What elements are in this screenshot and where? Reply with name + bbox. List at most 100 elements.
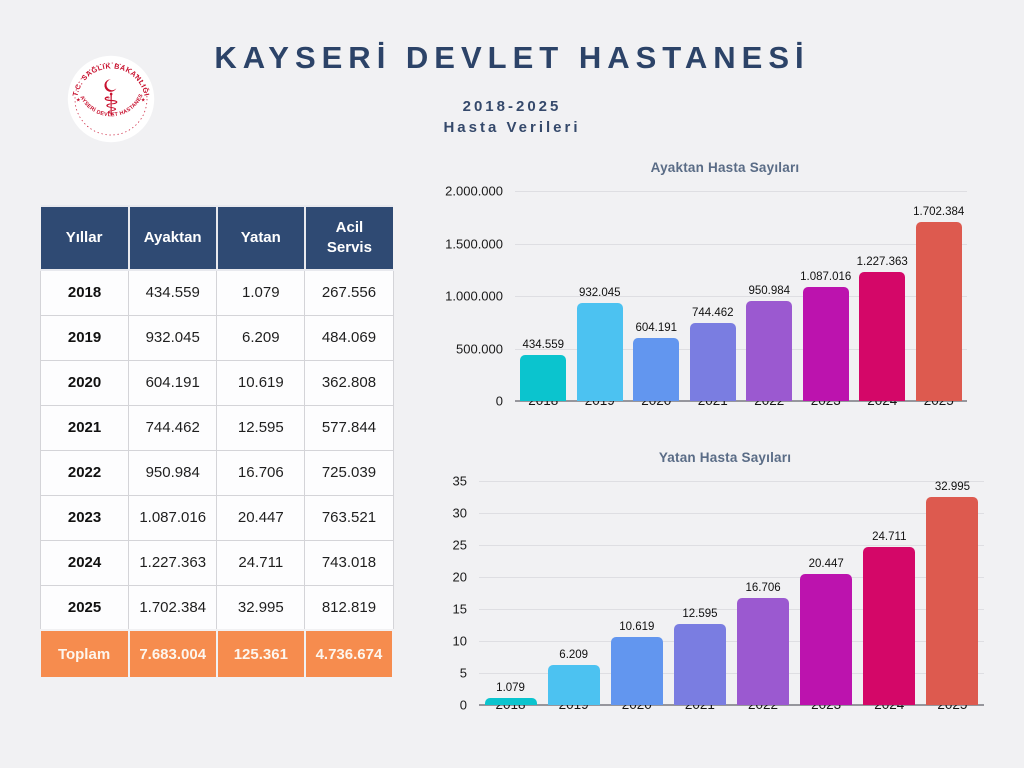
- x-axis-line: [479, 704, 984, 706]
- chart-plot-area: 35 30 25 20 15 10 5 0 1.079 6.209 10.619 12.595 16.…: [443, 474, 1007, 713]
- gridline: [479, 673, 984, 674]
- bar-slot: 24.711: [858, 481, 921, 705]
- ministry-of-health-seal-icon: T.C. SAĞLIK BAKANLIĞI KAYSERİ DEVLET HAS…: [64, 49, 155, 143]
- bar-slot: 744.462: [685, 191, 742, 401]
- value-cell: 725.039: [304, 449, 394, 496]
- bar-value-label: 950.984: [748, 285, 791, 298]
- gridline: [479, 577, 984, 578]
- year-cell: 2024: [39, 539, 130, 586]
- table-header-row: Yıllar Ayaktan Yatan Acil Servis: [40, 205, 393, 271]
- bar-value-label: 1.702.384: [913, 206, 965, 219]
- bar-slot: 16.706: [732, 481, 795, 705]
- bar-2023: [800, 574, 853, 705]
- year-cell: 2022: [39, 449, 130, 496]
- value-cell: 267.556: [304, 269, 394, 316]
- year-cell: 2020: [39, 359, 130, 406]
- value-cell: 362.808: [304, 359, 394, 406]
- y-tick-label: 30: [452, 505, 467, 521]
- chart-title: Ayaktan Hasta Sayıları: [650, 160, 800, 175]
- subtitle-label: Hasta Verileri: [443, 119, 581, 136]
- table-row: 2022 950.984 16.706 725.039: [39, 449, 394, 496]
- total-value-cell: 7.683.004: [127, 629, 218, 679]
- bar-slot: 1.079: [479, 481, 542, 705]
- year-cell: 2025: [39, 584, 130, 631]
- patient-data-table: Yıllar Ayaktan Yatan Acil Servis 2018 434.55…: [39, 205, 395, 679]
- plot: 1.079 6.209 10.619 12.595 16.706 20.447 24.711…: [479, 481, 984, 706]
- ayaktan-bar-chart: Ayaktan Hasta Sayıları 2.000.000 1.500.00…: [443, 160, 1007, 440]
- bar-slot: 12.595: [668, 481, 731, 705]
- bar-value-label: 6.209: [559, 649, 589, 662]
- table-header-cell: Ayaktan: [127, 205, 218, 271]
- bar-slot: 1.702.384: [911, 191, 968, 401]
- bar-value-label: 20.447: [808, 558, 844, 571]
- bar-slot: 10.619: [605, 481, 668, 705]
- gridline: [515, 243, 967, 245]
- value-cell: 950.984: [128, 449, 218, 496]
- plot: 434.559 932.045 604.191 744.462 950.984 1.087…: [515, 191, 968, 402]
- table-row: 2018 434.559 1.079 267.556: [39, 269, 394, 316]
- bar-2024: [859, 272, 906, 401]
- crescent-icon: [104, 79, 117, 92]
- y-tick-label: 2.000.000: [445, 183, 503, 199]
- total-value-cell: 125.361: [215, 629, 306, 679]
- svg-text:★: ★: [141, 98, 146, 104]
- gridline: [479, 512, 984, 514]
- table-row: 2020 604.191 10.619 362.808: [39, 359, 394, 406]
- bar-2023: [802, 286, 849, 401]
- table-header-cell: Yatan: [215, 205, 306, 271]
- value-cell: 6.209: [216, 314, 306, 361]
- gridline: [479, 544, 984, 546]
- bar-2020: [610, 637, 663, 705]
- value-cell: 1.227.363: [128, 539, 218, 586]
- y-axis: 2.000.000 1.500.000 1.000.000 500.000 0: [443, 184, 515, 409]
- bar-2025: [915, 222, 962, 401]
- y-tick-label: 5: [459, 665, 467, 681]
- table-body: 2018 434.559 1.079 267.556 2019 932.045 6.209 4…: [39, 269, 394, 631]
- table-header-cell: Yıllar: [40, 205, 130, 271]
- gridline: [479, 481, 984, 482]
- value-cell: 10.619: [216, 359, 306, 406]
- bar-value-label: 32.995: [934, 481, 971, 493]
- year-cell: 2023: [39, 494, 130, 541]
- bar-slot: 434.559: [515, 191, 572, 401]
- y-tick-label: 20: [452, 569, 467, 585]
- bar-value-label: 604.191: [635, 321, 678, 334]
- bar-value-label: 1.227.363: [856, 256, 908, 269]
- bar-value-label: 1.087.016: [800, 270, 852, 283]
- gridline: [479, 641, 984, 642]
- y-tick-label: 0: [459, 697, 467, 713]
- y-tick-label: 15: [452, 601, 467, 617]
- year-cell: 2021: [39, 404, 130, 451]
- bar-2019: [576, 303, 623, 401]
- bar-2025: [926, 497, 979, 705]
- value-cell: 932.045: [128, 314, 218, 361]
- subtitle-years: 2018-2025: [462, 98, 562, 115]
- bar-slot: 6.209: [542, 481, 605, 705]
- value-cell: 1.702.384: [128, 584, 218, 631]
- bar-2019: [547, 665, 600, 705]
- value-cell: 744.462: [128, 404, 218, 451]
- y-tick-label: 10: [452, 633, 467, 649]
- total-value-cell: 4.736.674: [303, 629, 395, 679]
- year-cell: 2019: [39, 314, 130, 361]
- value-cell: 577.844: [304, 404, 394, 451]
- gridline: [479, 608, 984, 610]
- svg-text:★: ★: [76, 98, 81, 104]
- chart-title: Yatan Hasta Sayıları: [658, 450, 792, 465]
- gridline: [515, 296, 967, 297]
- bar-slot: 20.447: [795, 481, 858, 705]
- bar-2018: [484, 698, 537, 705]
- bar-2020: [633, 337, 680, 401]
- value-cell: 32.995: [216, 584, 306, 631]
- y-tick-label: 1.000.000: [445, 288, 503, 304]
- bar-2022: [746, 301, 793, 401]
- table-row: 2025 1.702.384 32.995 812.819: [39, 584, 394, 631]
- value-cell: 743.018: [304, 539, 394, 586]
- year-cell: 2018: [39, 269, 130, 316]
- bar-value-label: 1.079: [496, 682, 525, 695]
- bar-value-label: 932.045: [578, 287, 621, 300]
- hospital-seal-logo: T.C. SAĞLIK BAKANLIĞI KAYSERİ DEVLET HAS…: [64, 49, 156, 144]
- gridline: [515, 191, 967, 192]
- bar-value-label: 16.706: [745, 582, 781, 595]
